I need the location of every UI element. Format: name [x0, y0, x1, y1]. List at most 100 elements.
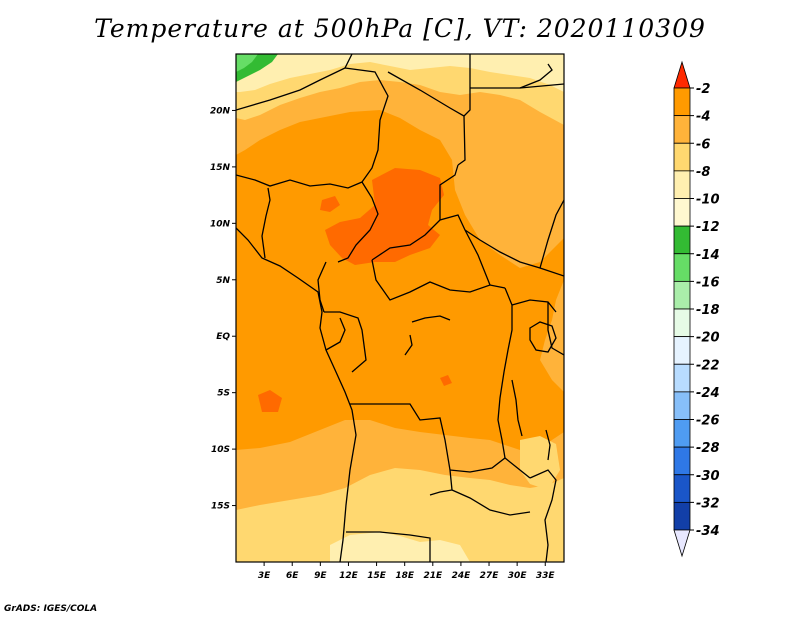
coastline-red-sea [519, 63, 553, 89]
lon-tick-label: 9E [314, 571, 327, 581]
colorbar-label: -8 [696, 165, 710, 180]
border-north-3 [387, 71, 466, 166]
colorbar-segment [673, 336, 691, 365]
colorbar-label: -28 [696, 441, 720, 456]
lat-tick-label: 20N [210, 106, 231, 116]
field-band-small-warm [440, 375, 452, 386]
map-title: Temperature at 500hPa [C], VT: 202011030… [94, 14, 706, 43]
grads-credit: GrADS: IGES/COLA [4, 604, 98, 614]
lake-malawi [545, 429, 551, 461]
border-kenya [547, 302, 564, 356]
field-band-south-pale [236, 468, 564, 562]
border-zambia [449, 457, 531, 479]
lat-tick-label: 5S [217, 389, 230, 399]
colorbar-top-arrow [673, 60, 691, 89]
lat-tick-label: EQ [216, 332, 230, 342]
colorbar-segment [673, 170, 691, 199]
lon-tick-label: 12E [339, 571, 359, 581]
lat-tick-label: 15N [210, 163, 231, 173]
colorbar-label: -32 [696, 496, 720, 511]
border-nigeria-cameroon [261, 187, 271, 259]
colorbar-segment [673, 198, 691, 227]
lon-tick-label: 27E [480, 571, 500, 581]
colorbar-label: -24 [696, 386, 720, 401]
colorbar-segment [673, 501, 691, 531]
colorbar-segment [673, 419, 691, 448]
lat-tick-label: 15S [211, 502, 230, 512]
lon-tick-label: 33E [536, 571, 556, 581]
colorbar-bottom-arrow [673, 529, 691, 558]
lake-tanganyika [511, 379, 523, 437]
colorbar: -2 -4 -6 -8 -10 -12 -14 -16 -18 -20 -22 -24 -26 -28 -3… [673, 60, 720, 558]
border-niger-nigeria [236, 174, 363, 189]
border-angola-zambia [429, 469, 453, 496]
colorbar-segment [673, 115, 691, 144]
field-band-southwest-warm [258, 390, 282, 412]
colorbar-label: -4 [696, 110, 710, 125]
border-namibia [346, 531, 431, 562]
border-ethiopia [539, 199, 564, 269]
colorbar-label: -10 [696, 193, 720, 208]
colorbar-label: -34 [696, 524, 720, 539]
lat-tick-label: 10S [211, 445, 230, 455]
colorbar-label: -30 [696, 469, 720, 484]
lon-tick-label: 30E [508, 571, 528, 581]
colorbar-label: -18 [696, 303, 720, 318]
field-band-north-green-light [236, 54, 258, 72]
lon-axis: 3E 6E 9E 12E 15E 18E 21E 24E 27E 30E 33E [258, 562, 556, 581]
border-south-sudan [464, 229, 564, 277]
colorbar-label: -12 [696, 220, 720, 235]
colorbar-segment [673, 225, 691, 255]
temperature-field [236, 54, 564, 562]
colorbar-segment [673, 308, 691, 338]
colorbar-segment [673, 142, 691, 172]
colorbar-label: -2 [696, 82, 710, 97]
river-lower [404, 334, 413, 356]
field-band-east-pale [540, 280, 564, 392]
colorbar-segment [673, 87, 691, 117]
border-zambia-south [451, 489, 531, 516]
colorbar-label: -20 [696, 331, 720, 346]
border-chad [337, 181, 379, 263]
field-band-central-warm [325, 168, 444, 265]
lon-tick-label: 6E [286, 571, 299, 581]
river-congo [411, 315, 451, 323]
lat-tick-label: 10N [210, 219, 231, 229]
map-frame [235, 53, 565, 563]
lon-tick-label: 21E [423, 571, 443, 581]
country-borders [236, 54, 564, 562]
lon-tick-label: 15E [367, 571, 387, 581]
colorbar-segment [673, 253, 691, 282]
border-car-drc [371, 259, 506, 301]
border-gabon [325, 317, 346, 351]
border-north-4 [463, 54, 471, 117]
field-band-north-light [236, 54, 564, 268]
colorbar-segment [673, 446, 691, 476]
border-drc-east [497, 287, 513, 459]
colorbar-segment [673, 280, 691, 310]
border-uganda [511, 299, 557, 313]
field-band-north-cream [236, 54, 564, 92]
colorbar-segment [673, 474, 691, 503]
border-sudan [439, 164, 459, 220]
border-mozambique [529, 469, 557, 562]
border-cameroon [317, 261, 327, 313]
lon-tick-label: 3E [258, 571, 271, 581]
lat-tick-label: 5N [216, 276, 230, 286]
colorbar-label: -22 [696, 358, 720, 373]
colorbar-label: -6 [696, 137, 710, 152]
border-congo [324, 311, 367, 373]
colorbar-label: -16 [696, 275, 720, 290]
colorbar-label: -14 [696, 248, 720, 263]
field-band-west-warm [320, 196, 340, 212]
border-angola-north [350, 403, 451, 471]
colorbar-segment [673, 391, 691, 420]
lat-axis: 20N 15N 10N 5N EQ 5S 10S 15S [210, 106, 236, 512]
field-band-south-cream [330, 532, 470, 562]
border-north-1 [236, 54, 353, 111]
colorbar-segment [673, 363, 691, 393]
border-north-2 [344, 67, 389, 183]
lake-victoria [529, 321, 557, 353]
colorbar-label: -26 [696, 414, 720, 429]
